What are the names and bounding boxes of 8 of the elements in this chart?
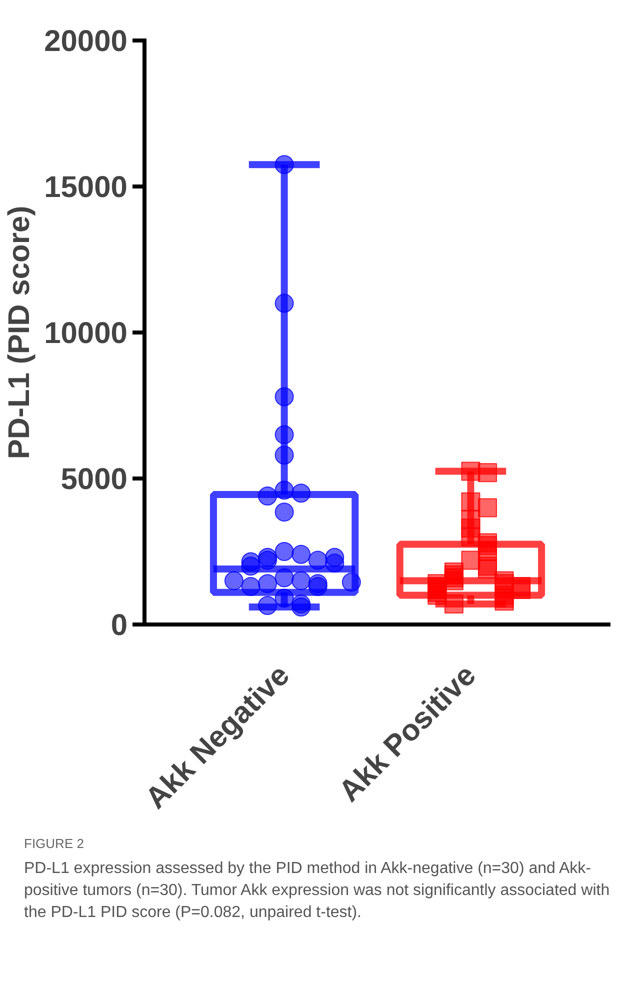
text: PD-L1 expression assessed by the PID method in Akk-negative (n=30) and Akk-positive tumors (n=30). Tumor Akk expression was not significantly associated with the PD-L1 PID score (P=0.082, unpaired t-test). <box>24 858 611 924</box>
y-tick-label: 5000 <box>60 463 128 496</box>
y-axis-title: PD-L1 (PID score) <box>3 206 36 460</box>
y-tick-label: 10000 <box>44 317 128 350</box>
caption: FIGURE 2 <box>24 835 85 853</box>
y-tick-label: 0 <box>110 609 128 642</box>
y-tick-label: 15000 <box>44 171 128 204</box>
y-tick-label: 20000 <box>44 25 128 58</box>
